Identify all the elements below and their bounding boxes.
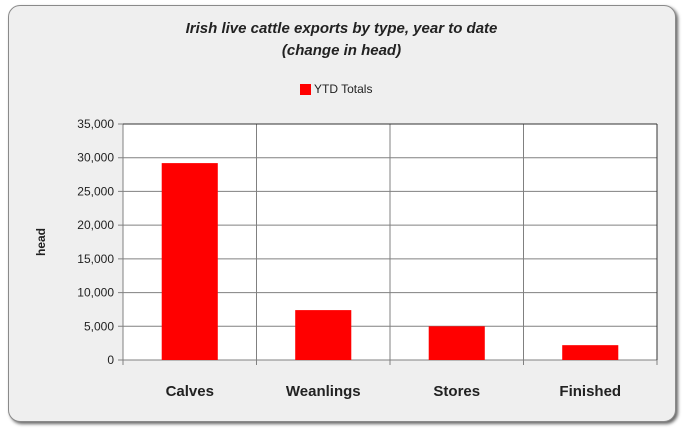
y-tick-label: 25,000 — [77, 184, 114, 198]
bar-weanlings — [295, 310, 352, 360]
y-tick-label: 10,000 — [77, 286, 114, 300]
y-tick-label: 35,000 — [77, 117, 114, 131]
x-tick-label: Weanlings — [286, 383, 361, 400]
subtitle-line: (change in head) — [281, 42, 402, 59]
x-tick-label: Stores — [433, 383, 480, 400]
bar-calves — [161, 163, 218, 360]
legend-label: YTD Totals — [314, 82, 373, 96]
y-tick-label: 15,000 — [77, 252, 114, 266]
x-tick-label: Calves — [166, 383, 214, 400]
bar-stores — [428, 326, 485, 360]
chart-title: Irish live cattle exports by type, year … — [0, 18, 683, 62]
y-axis-label: head — [34, 228, 48, 256]
y-tick-label: 5,000 — [84, 319, 114, 333]
y-tick-label: 30,000 — [77, 151, 114, 165]
x-tick-label: Finished — [559, 383, 621, 400]
y-tick-label: 0 — [107, 353, 114, 367]
bar-finished — [562, 345, 619, 360]
legend: YTD Totals — [300, 82, 372, 96]
legend-swatch — [300, 83, 311, 95]
title-line: Irish live cattle exports by type, year … — [185, 20, 498, 37]
y-tick-label: 20,000 — [77, 218, 114, 232]
